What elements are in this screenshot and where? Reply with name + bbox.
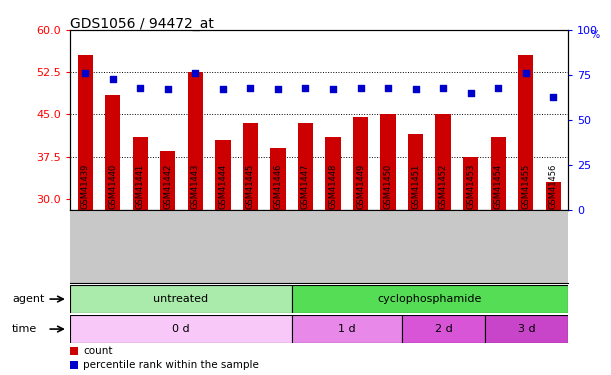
Bar — [402, 315, 485, 343]
Text: GDS1056 / 94472_at: GDS1056 / 94472_at — [70, 17, 214, 31]
Text: cyclophosphamide: cyclophosphamide — [378, 294, 482, 304]
Bar — [298, 123, 313, 210]
Point — [81, 70, 90, 76]
Point — [163, 86, 173, 92]
Point — [273, 86, 283, 92]
Bar — [160, 151, 175, 210]
Bar — [291, 285, 568, 313]
Bar — [188, 72, 203, 210]
Text: 0 d: 0 d — [172, 324, 190, 334]
Bar — [436, 114, 451, 210]
Bar — [546, 182, 561, 210]
Text: untreated: untreated — [153, 294, 208, 304]
Text: %: % — [591, 30, 600, 40]
Text: 3 d: 3 d — [518, 324, 536, 334]
Text: percentile rank within the sample: percentile rank within the sample — [83, 360, 259, 370]
Point — [521, 70, 530, 76]
Bar — [463, 157, 478, 210]
Bar — [518, 56, 533, 210]
Bar — [243, 123, 258, 210]
Point — [191, 70, 200, 76]
Point — [411, 86, 420, 92]
Bar — [485, 315, 568, 343]
Point — [301, 85, 310, 91]
Text: 2 d: 2 d — [435, 324, 453, 334]
Point — [136, 85, 145, 91]
Bar — [353, 117, 368, 210]
Bar — [216, 140, 230, 210]
Bar — [70, 315, 291, 343]
Bar — [105, 95, 120, 210]
Text: time: time — [12, 324, 37, 334]
Bar — [78, 56, 93, 210]
Bar — [133, 137, 148, 210]
Point — [466, 90, 475, 96]
Point — [246, 85, 255, 91]
Bar — [326, 137, 340, 210]
Text: 1 d: 1 d — [338, 324, 356, 334]
Bar — [491, 137, 506, 210]
Point — [356, 85, 365, 91]
Point — [218, 86, 228, 92]
Bar — [408, 134, 423, 210]
Bar — [70, 285, 291, 313]
Text: count: count — [83, 346, 112, 355]
Point — [328, 86, 338, 92]
Point — [493, 85, 503, 91]
Point — [548, 94, 558, 100]
Bar — [271, 148, 285, 210]
Point — [383, 85, 393, 91]
Point — [108, 76, 118, 82]
Point — [438, 85, 448, 91]
Bar — [291, 315, 402, 343]
Bar — [381, 114, 395, 210]
Text: agent: agent — [12, 294, 45, 304]
